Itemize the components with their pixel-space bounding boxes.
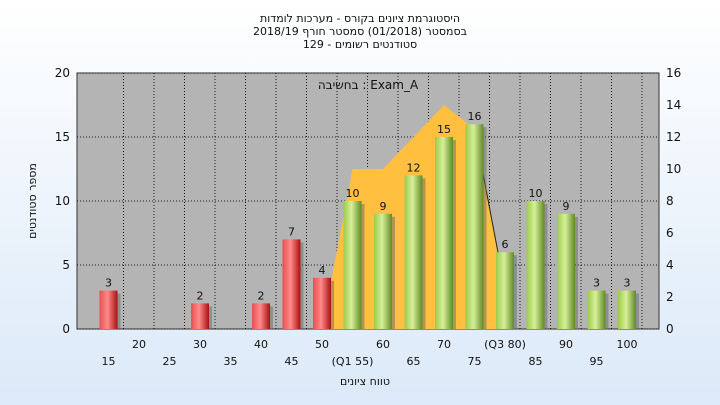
bar-80: [496, 252, 514, 329]
bar-30: [191, 303, 209, 329]
bar-60: [374, 213, 392, 329]
bar-55: [343, 201, 362, 329]
x-tick-label: 90: [559, 338, 573, 351]
bar-value-label: 10: [529, 187, 543, 200]
x-tick-label: 70: [437, 338, 451, 351]
bar-value-label: 12: [407, 161, 421, 174]
y2-tick-label: 16: [666, 66, 681, 80]
x-tick-label: 85: [529, 355, 543, 368]
y2-tick-label: 14: [666, 98, 681, 112]
bar-value-label: 3: [105, 277, 112, 290]
bar-value-label: 4: [319, 264, 326, 277]
bar-value-label: 2: [197, 289, 204, 302]
bar-90: [557, 213, 575, 329]
bar-70: [435, 137, 453, 329]
x-axis-title: טווח ציונים: [340, 375, 390, 388]
x-tick-label: (Q3 80): [484, 338, 526, 351]
y-tick-label: 15: [55, 130, 70, 144]
y2-tick-label: 0: [666, 322, 674, 336]
y-tick-label: 0: [62, 322, 70, 336]
y-tick-label: 10: [55, 194, 70, 208]
y2-tick-label: 10: [666, 162, 681, 176]
bar-40: [252, 303, 270, 329]
x-tick-label: 15: [102, 355, 116, 368]
bar-95: [587, 290, 606, 329]
x-tick-label: 50: [315, 338, 329, 351]
x-tick-label: 45: [285, 355, 299, 368]
bar-85: [526, 201, 545, 329]
bar-65: [404, 175, 423, 329]
axis-ticks: 0 5 10 15 20 0 2 4 6 8 10 12 14 16 20 30 40 50 60 70 (Q3 80)…: [55, 66, 682, 368]
bar-value-label: 3: [624, 277, 631, 290]
x-tick-label: 75: [468, 355, 482, 368]
annotation-label: בחשיבה : Exam_A: [318, 78, 419, 92]
y2-tick-label: 6: [666, 226, 674, 240]
bar-value-label: 9: [380, 200, 387, 213]
y2-tick-label: 8: [666, 194, 674, 208]
bar-value-label: 3: [593, 277, 600, 290]
bar-50: [313, 277, 331, 329]
bar-value-label: 10: [346, 187, 360, 200]
x-tick-label: 40: [254, 338, 268, 351]
x-tick-label: 25: [163, 355, 177, 368]
bar-100: [618, 290, 636, 329]
chart-subtitle-2: סטודנטים רשומים - 129: [302, 38, 418, 51]
bar-value-label: 9: [563, 200, 570, 213]
x-tick-label: 20: [132, 338, 146, 351]
y2-tick-label: 2: [666, 290, 674, 304]
x-tick-label: 30: [193, 338, 207, 351]
bar-value-label: 15: [437, 123, 451, 136]
bar-75: [465, 124, 484, 329]
x-tick-label: 35: [224, 355, 238, 368]
bar-value-label: 16: [468, 110, 482, 123]
x-tick-label: 65: [407, 355, 421, 368]
y2-tick-label: 12: [666, 130, 681, 144]
x-tick-label: 95: [590, 355, 604, 368]
bar-45: [282, 239, 301, 329]
bar-value-label: 7: [288, 225, 295, 238]
x-tick-label: 60: [376, 338, 390, 351]
bars: 3 2 2 7 4 10 9 12 15 16 6 10 9 3 3: [99, 110, 639, 329]
y-axis-title: מספר סטודנטים: [26, 163, 39, 239]
chart-subtitle: בסמסטר (01/2018) סמסטר חורף 2018/19: [253, 25, 467, 38]
chart-title: היסטוגרמת ציונים בקורס - מערכות לומדות: [259, 12, 461, 25]
bar-15: [99, 290, 118, 329]
y-tick-label: 5: [62, 258, 70, 272]
y2-tick-label: 4: [666, 258, 674, 272]
bar-value-label: 6: [502, 238, 509, 251]
x-tick-label: (Q1 55): [332, 355, 374, 368]
bar-value-label: 2: [258, 289, 265, 302]
x-tick-label: 100: [617, 338, 638, 351]
y-tick-label: 20: [55, 66, 70, 80]
